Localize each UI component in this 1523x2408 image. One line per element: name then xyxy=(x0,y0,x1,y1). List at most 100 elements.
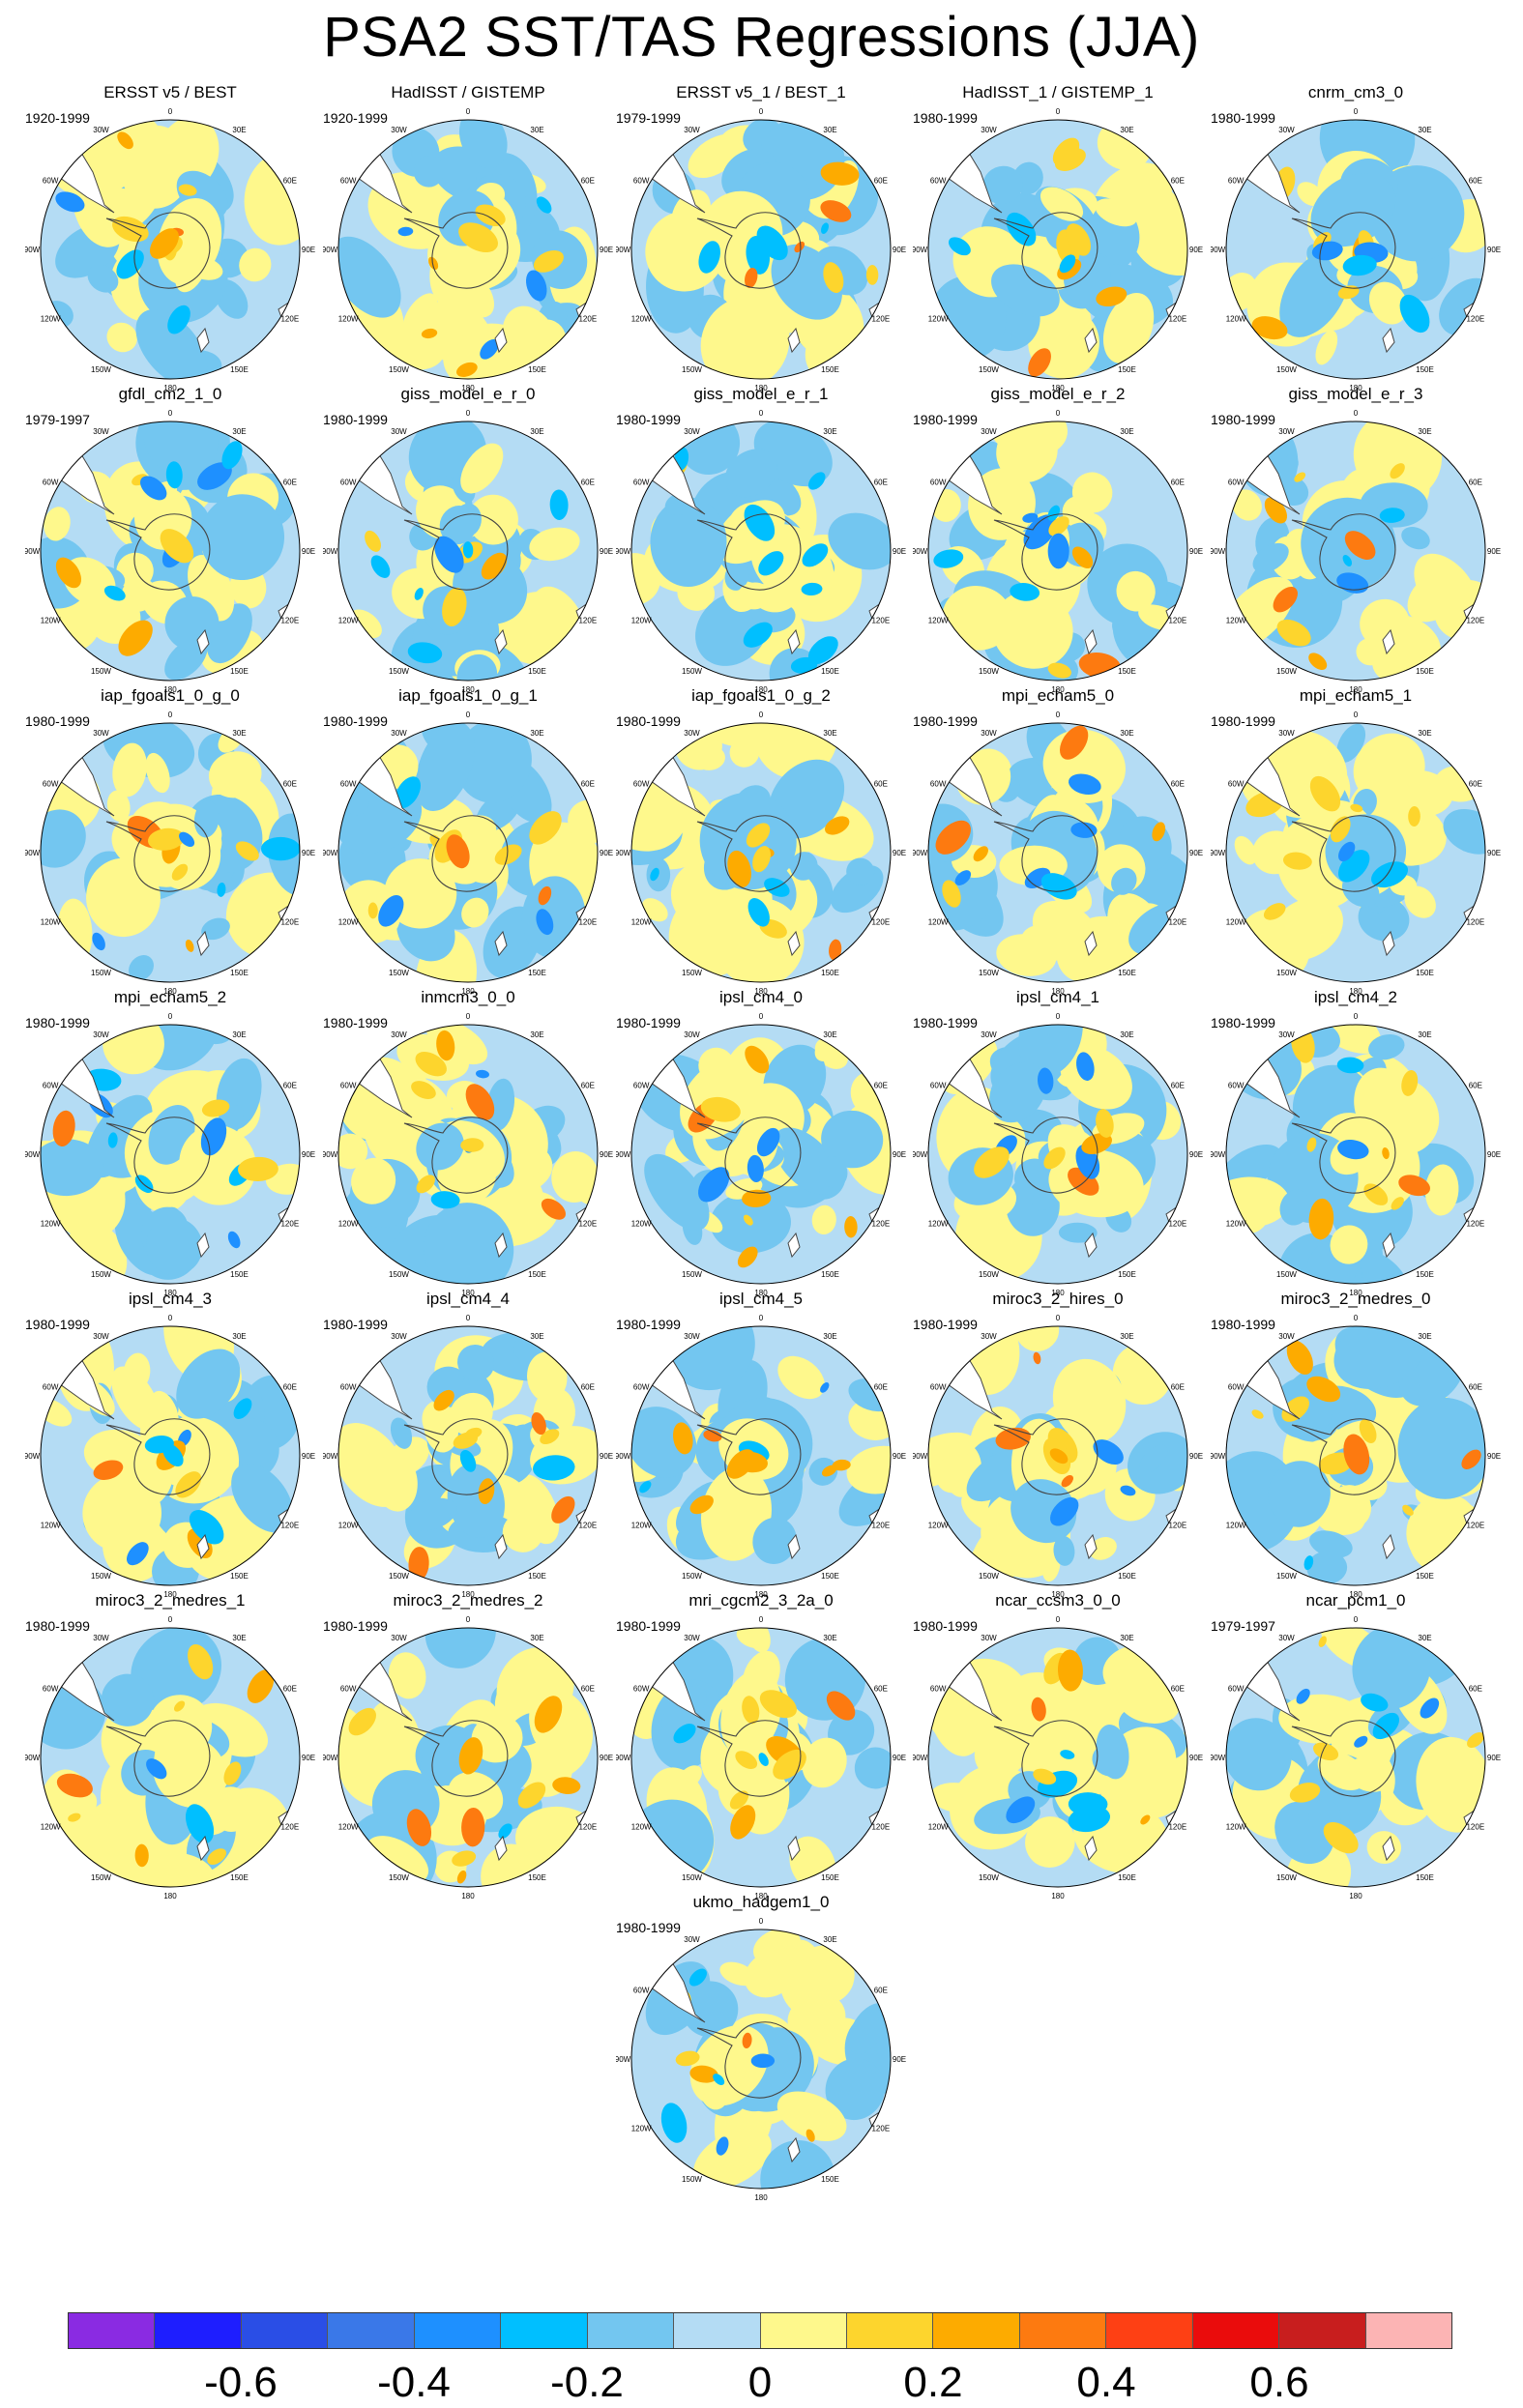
antarctica-coastline xyxy=(696,212,802,289)
longitude-label: 150E xyxy=(528,1873,546,1882)
panel-title: cnrm_cm3_0 xyxy=(1307,83,1404,102)
longitude-label: 90E xyxy=(893,547,906,556)
longitude-label: 60E xyxy=(581,177,595,186)
panel-title: miroc3_2_hires_0 xyxy=(992,1290,1124,1308)
longitude-label: 60W xyxy=(633,780,650,789)
panel-period: 1920-1999 xyxy=(25,110,90,126)
panel-period: 1980-1999 xyxy=(323,713,388,729)
longitude-label: 150E xyxy=(821,1572,839,1581)
longitude-label: 30E xyxy=(530,427,543,436)
antarctica-coastline xyxy=(696,1117,802,1194)
panel-period: 1980-1999 xyxy=(323,412,388,427)
longitude-label: 120W xyxy=(1226,1823,1246,1832)
polar-stereographic-map: 0 30E 60E 90E 120E 150E 180 150W 120W 90W 60W 30W xyxy=(616,1012,906,1297)
map-panel: 0 30E 60E 90E 120E 150E 180 150W 120W 90W 60W 30W ia… xyxy=(25,686,315,998)
longitude-label: 30W xyxy=(1278,1332,1295,1341)
longitude-label: 60W xyxy=(340,1685,357,1694)
longitude-label: 90E xyxy=(302,246,315,254)
map-panel: 0 30E 60E 90E 120E 150E 180 150W 120W 90W 60W 30W gf… xyxy=(25,385,315,696)
longitude-label: 120W xyxy=(1226,1220,1246,1229)
longitude-label: 90W xyxy=(25,246,41,254)
antarctica-coastline xyxy=(1291,1418,1396,1495)
longitude-label: 150E xyxy=(821,1873,839,1882)
longitude-label: 90E xyxy=(302,1150,315,1159)
colorbar-swatch xyxy=(587,2313,675,2348)
longitude-label: 150E xyxy=(1118,667,1136,676)
longitude-label: 150W xyxy=(682,1270,702,1279)
antarctica-coastline xyxy=(1291,1117,1396,1194)
longitude-label: 60W xyxy=(930,780,947,789)
longitude-label: 120E xyxy=(1466,617,1484,625)
longitude-label: 0 xyxy=(466,107,471,116)
colorbar-swatch xyxy=(1365,2313,1451,2348)
longitude-label: 60E xyxy=(1469,1685,1482,1694)
map-panel: 0 30E 60E 90E 120E 150E 180 150W 120W 90W 60W 30W mi… xyxy=(25,1591,315,1902)
longitude-label: 120E xyxy=(578,1823,597,1832)
longitude-label: 60E xyxy=(581,1082,595,1090)
longitude-label: 120E xyxy=(1168,918,1186,927)
longitude-label: 90E xyxy=(600,1150,613,1159)
polar-stereographic-map: 0 30E 60E 90E 120E 150E 180 150W 120W 90W 60W 30W xyxy=(913,1314,1203,1599)
longitude-label: 90W xyxy=(913,1452,928,1461)
colorbar-swatch xyxy=(760,2313,847,2348)
longitude-label: 90W xyxy=(1211,1452,1226,1461)
longitude-label: 90E xyxy=(1487,1452,1501,1461)
longitude-label: 60E xyxy=(1171,1082,1185,1090)
longitude-label: 180 xyxy=(1051,685,1065,694)
longitude-label: 180 xyxy=(1349,685,1362,694)
panel-title: ncar_pcm1_0 xyxy=(1305,1591,1406,1610)
longitude-label: 120E xyxy=(1466,1823,1484,1832)
polar-stereographic-map: 0 30E 60E 90E 120E 150E 180 150W 120W 90W 60W 30W xyxy=(1211,711,1501,996)
longitude-label: 120E xyxy=(1168,1522,1186,1530)
antarctica-coastline xyxy=(993,1117,1098,1194)
panel-period: 1980-1999 xyxy=(323,1015,388,1030)
longitude-label: 30E xyxy=(530,729,543,738)
antarctica-coastline xyxy=(403,815,509,892)
longitude-label: 180 xyxy=(754,1590,768,1599)
longitude-label: 60E xyxy=(283,479,297,487)
longitude-label: 180 xyxy=(163,987,177,996)
longitude-label: 180 xyxy=(1051,1289,1065,1297)
longitude-label: 120W xyxy=(1226,617,1246,625)
longitude-label: 30W xyxy=(391,1332,407,1341)
longitude-label: 90E xyxy=(1487,849,1501,857)
longitude-label: 90E xyxy=(893,246,906,254)
panel-title: ipsl_cm4_3 xyxy=(129,1290,212,1308)
antarctica-coastline xyxy=(105,212,211,289)
polar-stereographic-map: 0 30E 60E 90E 120E 150E 180 150W 120W 90W 60W 30W xyxy=(25,1012,315,1297)
longitude-label: 60W xyxy=(633,1987,650,1995)
longitude-label: 120W xyxy=(41,1220,61,1229)
longitude-label: 150W xyxy=(91,969,111,977)
longitude-label: 0 xyxy=(168,1314,173,1322)
longitude-label: 30E xyxy=(530,1634,543,1642)
panel-title: mpi_echam5_1 xyxy=(1299,686,1413,705)
longitude-label: 150W xyxy=(91,1873,111,1882)
panel-period: 1980-1999 xyxy=(25,713,90,729)
longitude-label: 0 xyxy=(466,1615,471,1624)
polar-stereographic-map: 0 30E 60E 90E 120E 150E 180 150W 120W 90W 60W 30W xyxy=(25,107,315,392)
longitude-label: 30W xyxy=(93,427,109,436)
panel-period: 1979-1997 xyxy=(25,412,90,427)
longitude-label: 90E xyxy=(600,246,613,254)
panel-period: 1980-1999 xyxy=(1211,110,1275,126)
panel-title: gfdl_cm2_1_0 xyxy=(118,385,222,403)
map-panel: 0 30E 60E 90E 120E 150E 180 150W 120W 90W 60W 30W ip… xyxy=(616,1290,906,1601)
longitude-label: 90W xyxy=(616,1452,631,1461)
longitude-label: 90W xyxy=(913,547,928,556)
longitude-label: 120E xyxy=(871,1522,890,1530)
longitude-label: 120E xyxy=(280,1220,299,1229)
panel-period: 1980-1999 xyxy=(1211,713,1275,729)
longitude-label: 150E xyxy=(230,1270,249,1279)
panel-period: 1979-1999 xyxy=(616,110,681,126)
longitude-label: 90W xyxy=(616,849,631,857)
longitude-label: 90E xyxy=(1189,849,1203,857)
longitude-label: 0 xyxy=(1056,711,1061,719)
longitude-label: 60W xyxy=(1228,1082,1245,1090)
longitude-label: 120E xyxy=(1168,1220,1186,1229)
longitude-label: 150W xyxy=(682,1572,702,1581)
panel-period: 1980-1999 xyxy=(616,1920,681,1935)
longitude-label: 60W xyxy=(930,177,947,186)
longitude-label: 30W xyxy=(391,126,407,134)
longitude-label: 120E xyxy=(871,1823,890,1832)
longitude-label: 90W xyxy=(616,246,631,254)
